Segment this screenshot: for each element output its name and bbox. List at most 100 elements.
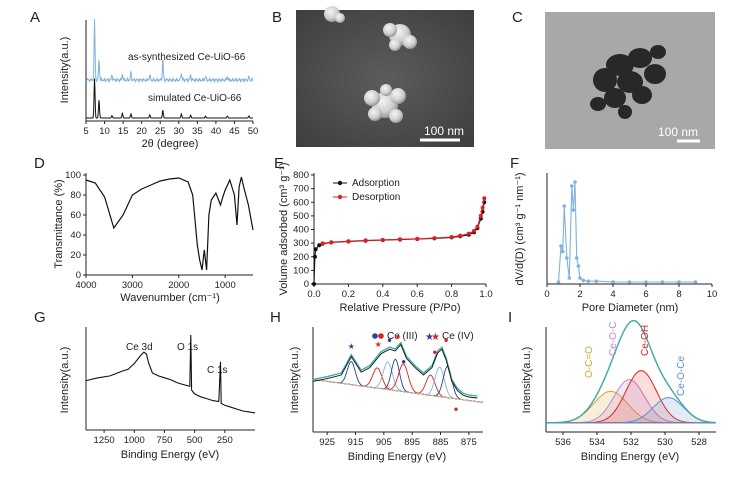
panel-g-xticks: 1250 1000 750 500 250 (94, 430, 233, 446)
star-blue-icon: ★ (425, 332, 434, 343)
tick-label: 1250 (94, 435, 115, 446)
peak-marker-icon: ● (454, 405, 459, 414)
tem-particle-cluster (590, 45, 666, 119)
panel-i-ylabel: Intensity(a.u.) (521, 347, 533, 414)
panel-f-xlabel: Pore Diameter (nm) (582, 302, 679, 314)
data-point (312, 254, 317, 259)
tick-label: 530 (657, 437, 673, 448)
peak-marker-icon: ● (432, 348, 437, 357)
panel-i-xticks: 536 534 532 530 528 (555, 432, 707, 448)
panel-g-ylabel: Intensity(a.u.) (59, 347, 71, 414)
tick-label: 5 (83, 126, 88, 137)
tick-label: 20 (70, 250, 81, 261)
panel-a-bottom-trace-label: simulated Ce-UiO-66 (148, 93, 242, 104)
data-point (313, 247, 318, 252)
data-point (570, 184, 574, 188)
data-point (480, 205, 485, 210)
tick-label: 700 (293, 184, 309, 195)
panel-b: B 100 nm (272, 6, 474, 147)
panel-e-yticks: 0 100 200 300 400 500 600 700 800 (293, 170, 314, 290)
panel-h: H 925 915 905 895 885 875 Intensity(a.u.) Bin… (270, 309, 484, 463)
tick-label: 45 (229, 126, 240, 137)
tick-label: 40 (70, 230, 81, 241)
tick-label: 1000 (215, 280, 236, 291)
data-point (611, 280, 615, 284)
panel-h-xlabel: Binding Energy (eV) (348, 451, 446, 463)
panel-e: E 0 100 200 300 400 500 600 700 800 0.0 0.2 0.4 0.6… (274, 155, 493, 314)
data-point (573, 180, 577, 184)
data-point (660, 280, 665, 284)
data-point (559, 244, 563, 248)
panel-d-xticks: 4000 3000 2000 1000 (75, 275, 236, 291)
data-point (363, 238, 368, 243)
tick-label: 6 (643, 289, 648, 300)
tick-label: 3000 (122, 280, 143, 291)
tick-label: 10 (707, 289, 718, 300)
tick-label: 500 (293, 211, 309, 222)
data-point (581, 278, 586, 283)
data-point (466, 231, 471, 236)
panel-d-xlabel: Wavenumber (cm⁻¹) (120, 292, 220, 304)
panel-d-yticks: 100 80 60 40 20 0 (65, 170, 86, 281)
tick-label: 100 (293, 265, 309, 276)
data-point (562, 204, 567, 208)
tick-label: 800 (293, 170, 309, 181)
data-point (556, 280, 561, 284)
panel-a-ylabel: Intensity(a.u.) (59, 37, 71, 104)
tick-label: 915 (348, 437, 364, 448)
data-point (578, 276, 582, 280)
data-point (346, 239, 351, 244)
fit-component (312, 365, 484, 403)
panel-i-label: I (508, 309, 512, 326)
panel-e-label: E (274, 155, 284, 172)
tick-label: 925 (319, 437, 335, 448)
tick-label: 10 (99, 126, 110, 137)
data-point (574, 256, 579, 260)
data-point (560, 249, 565, 254)
legend-desorption: Desorption (352, 192, 400, 203)
tick-label: 0.2 (342, 289, 355, 300)
annotation-c1s: C 1s (207, 365, 228, 376)
tick-label: 875 (461, 437, 477, 448)
tick-label: 534 (589, 437, 605, 448)
peak-label-ceoh: Ce-OH (640, 325, 651, 356)
peak-marker-icon: ★ (375, 340, 382, 349)
legend-adsorption: Adsorption (352, 178, 400, 189)
panel-a-top-trace-label: as-synthesized Ce-UiO-66 (128, 52, 246, 63)
panel-a-xticks: 5 10 15 20 25 30 35 40 45 50 (83, 121, 258, 137)
tick-label: 8 (676, 289, 681, 300)
tick-label: 4 (610, 289, 615, 300)
tick-label: 0 (304, 279, 309, 290)
data-point (571, 208, 576, 212)
peak-marker-icon: ● (401, 357, 406, 366)
panel-e-xlabel: Relative Pressure (P/Po) (339, 302, 460, 314)
data-point (586, 279, 591, 284)
data-point (475, 224, 480, 229)
panel-h-xticks: 925 915 905 895 885 875 (319, 432, 477, 448)
data-point (677, 280, 681, 284)
series-line (313, 202, 485, 285)
peak-label-ceoc: Ce-O-C (608, 322, 619, 356)
panel-f-label: F (510, 155, 519, 172)
peak-marker-icon: ● (444, 336, 449, 345)
tick-label: 30 (173, 126, 184, 137)
data-point (693, 280, 698, 284)
tick-label: 536 (555, 437, 571, 448)
tick-label: 0.4 (376, 289, 389, 300)
tick-label: 528 (691, 437, 707, 448)
tick-label: 300 (293, 238, 309, 249)
sem-particle-top (383, 23, 417, 51)
data-point (478, 213, 483, 218)
tick-label: 1.0 (479, 289, 492, 300)
tick-label: 100 (65, 170, 81, 181)
data-point (576, 264, 581, 268)
fit-component (312, 358, 484, 403)
tick-label: 0.8 (445, 289, 458, 300)
sem-scale-text: 100 nm (424, 124, 464, 138)
panel-h-envelope-trace (312, 341, 478, 397)
tick-label: 0.0 (307, 289, 320, 300)
panel-d-ylabel: Transmittance (%) (53, 179, 65, 268)
tick-label: 750 (157, 435, 173, 446)
data-point (567, 276, 572, 280)
data-point (329, 240, 334, 245)
